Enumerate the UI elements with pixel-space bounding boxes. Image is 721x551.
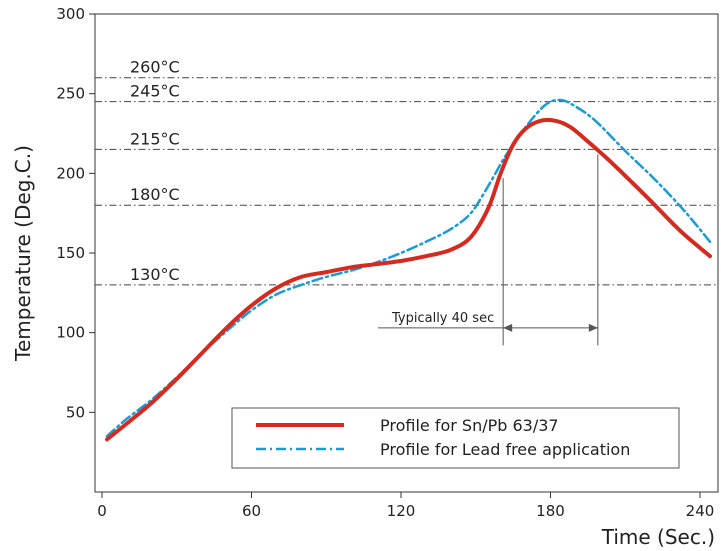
x-axis-label: Time (Sec.) <box>601 525 715 549</box>
annotation-label: Typically 40 sec <box>391 311 494 326</box>
y-tick-label-200: 200 <box>56 164 85 182</box>
reference-label-260: 260°C <box>130 58 180 77</box>
y-tick-label-150: 150 <box>56 244 85 262</box>
annotation-arrow-left <box>503 323 513 332</box>
reference-label-180: 180°C <box>130 185 180 204</box>
y-tick-label-100: 100 <box>56 324 85 342</box>
reference-label-215: 215°C <box>130 129 180 148</box>
x-tick-label-0: 0 <box>97 502 107 520</box>
x-tick-label-240: 240 <box>686 502 715 520</box>
reference-label-130: 130°C <box>130 265 180 284</box>
y-axis-label: Temperature (Deg.C.) <box>11 145 35 362</box>
legend-box <box>231 407 680 469</box>
y-tick-label-300: 300 <box>56 5 85 23</box>
x-tick-label-60: 60 <box>242 502 261 520</box>
legend-label-lead-free: Profile for Lead free application <box>380 440 630 459</box>
annotation-arrow-right <box>588 323 598 332</box>
y-tick-label-50: 50 <box>66 403 85 421</box>
legend-label-sn-pb: Profile for Sn/Pb 63/37 <box>380 416 559 435</box>
y-tick-label-250: 250 <box>56 85 85 103</box>
x-tick-label-120: 120 <box>387 502 416 520</box>
legend: Profile for Sn/Pb 63/37 Profile for Lead… <box>231 407 680 469</box>
reference-label-245: 245°C <box>130 82 180 101</box>
series-line-sn-pb <box>105 117 712 442</box>
x-tick-label-180: 180 <box>536 502 565 520</box>
